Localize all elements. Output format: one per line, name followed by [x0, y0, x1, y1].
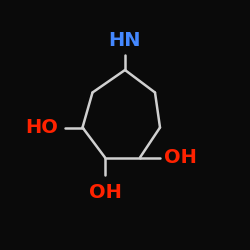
Text: HO: HO	[25, 118, 58, 137]
Text: OH: OH	[164, 148, 196, 167]
Text: HN: HN	[109, 30, 141, 50]
Text: OH: OH	[88, 183, 122, 202]
